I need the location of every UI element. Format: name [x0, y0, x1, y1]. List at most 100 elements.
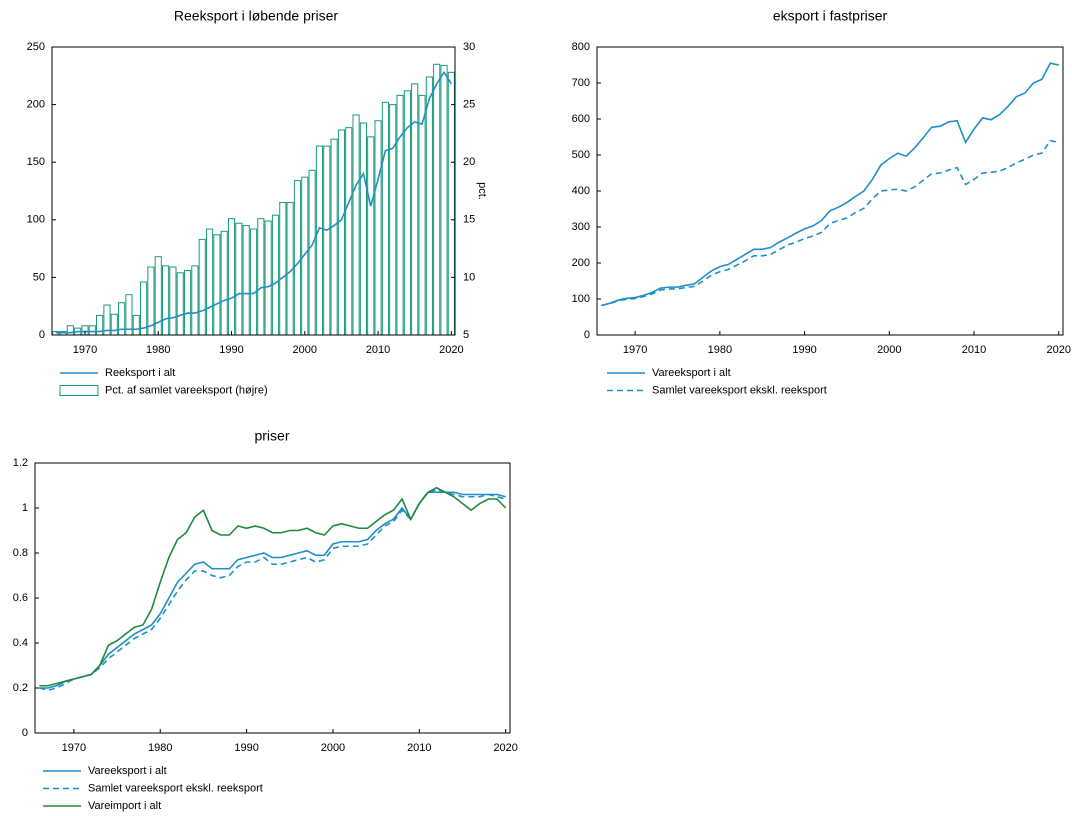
bar	[315, 145, 324, 336]
legend-label: Pct. af samlet vareeksport (højre)	[105, 384, 268, 396]
y-tick-label: 100	[572, 293, 590, 305]
bar	[352, 114, 360, 336]
y-tick-label: 0	[39, 329, 45, 341]
line-series	[39, 489, 506, 692]
x-tick-label: 2000	[877, 344, 901, 356]
x-tick-label: 2020	[1047, 344, 1071, 356]
legend-label: Samlet vareeksport ekskl. reeksport	[652, 384, 827, 396]
y-tick-label: 250	[27, 41, 45, 53]
x-tick-label: 1980	[146, 344, 170, 356]
legend-label: Vareeksport i alt	[652, 367, 731, 379]
x-tick-label: 2000	[293, 344, 317, 356]
bar	[396, 94, 404, 336]
bar	[235, 222, 243, 336]
bar	[425, 76, 433, 336]
y-tick-label: 0.2	[13, 682, 28, 694]
bar	[110, 313, 118, 336]
bar	[418, 94, 426, 336]
x-tick-label: 2020	[439, 344, 463, 356]
bar	[205, 228, 214, 336]
bar	[433, 63, 441, 336]
y-tick-label: 400	[572, 185, 590, 197]
y2-tick-label: 25	[463, 99, 475, 111]
line-series	[39, 491, 506, 689]
bar	[132, 314, 140, 336]
legend-label: Vareeksport i alt	[88, 765, 167, 777]
line-series	[39, 486, 507, 687]
y-tick-label: 300	[572, 221, 590, 233]
bar	[220, 230, 228, 336]
bar	[183, 269, 192, 336]
y2-tick-label: 20	[463, 156, 475, 168]
legend-swatch	[59, 385, 99, 396]
bar	[440, 64, 448, 336]
y-tick-label: 0	[584, 329, 590, 341]
legend-label: Samlet vareeksport ekskl. reeksport	[88, 782, 263, 794]
y2-tick-label: 5	[463, 329, 469, 341]
bar	[345, 127, 353, 336]
y-tick-label: 500	[572, 149, 590, 161]
y-tick-label: 700	[572, 77, 590, 89]
bar	[227, 218, 236, 336]
y-tick-label: 600	[572, 113, 590, 125]
legend-label: Vareimport i alt	[88, 800, 161, 812]
x-tick-label: 1990	[219, 344, 243, 356]
plot-frame	[596, 46, 1064, 336]
plot-frame	[51, 46, 456, 336]
chart-title: Reeksport i løbende priser	[174, 8, 339, 24]
y-tick-label: 1.2	[13, 457, 28, 469]
line-series	[55, 70, 453, 334]
y-tick-label: 200	[27, 99, 45, 111]
y-tick-label: 800	[572, 41, 590, 53]
y2-tick-label: 10	[463, 271, 475, 283]
bar	[249, 228, 258, 336]
bar	[389, 104, 397, 336]
bar	[264, 220, 272, 336]
y-tick-label: 0.4	[13, 637, 28, 649]
chart-title: priser	[254, 428, 289, 444]
bar	[191, 265, 199, 336]
bar	[66, 325, 74, 336]
y-tick-label: 0.8	[13, 547, 28, 559]
x-tick-label: 1970	[623, 344, 647, 356]
y-tick-label: 200	[572, 257, 590, 269]
bar	[213, 234, 221, 336]
y-tick-label: 0.6	[13, 592, 28, 604]
x-tick-label: 1970	[62, 742, 86, 754]
chart-title: eksport i fastpriser	[773, 8, 888, 24]
bar	[279, 202, 287, 336]
bar	[337, 129, 346, 336]
y2-tick-label: 30	[463, 41, 475, 53]
bar	[293, 180, 302, 336]
bar	[323, 145, 331, 336]
x-tick-label: 2000	[321, 742, 345, 754]
x-tick-label: 2010	[366, 344, 390, 356]
x-tick-label: 1990	[792, 344, 816, 356]
y-tick-label: 100	[27, 214, 45, 226]
bar	[198, 238, 206, 336]
bar	[447, 71, 455, 336]
bar	[242, 225, 250, 336]
bar	[161, 265, 170, 336]
y-tick-label: 1	[22, 502, 28, 514]
bar	[176, 272, 184, 336]
y-tick-label: 150	[27, 156, 45, 168]
bar	[330, 138, 338, 336]
y2-tick-label: 15	[463, 214, 475, 226]
bar	[367, 136, 375, 336]
x-tick-label: 2010	[962, 344, 986, 356]
x-tick-label: 1970	[73, 344, 97, 356]
bar	[308, 169, 316, 336]
bar	[374, 120, 382, 336]
line-series	[601, 139, 1059, 307]
y2-axis-label: pct.	[476, 182, 488, 200]
y-tick-label: 0	[22, 727, 28, 739]
y-tick-label: 50	[33, 271, 45, 283]
bar	[257, 218, 265, 336]
bar	[271, 214, 280, 336]
x-tick-label: 1990	[234, 742, 258, 754]
legend-label: Reeksport i alt	[105, 367, 175, 379]
bar	[359, 122, 367, 336]
x-tick-label: 1980	[708, 344, 732, 356]
